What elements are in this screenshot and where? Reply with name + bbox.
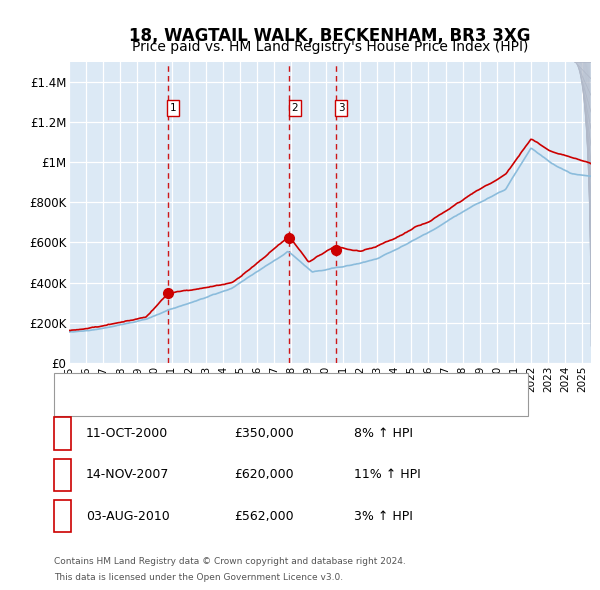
Text: 18, WAGTAIL WALK, BECKENHAM, BR3 3XG (detached house): 18, WAGTAIL WALK, BECKENHAM, BR3 3XG (de… (98, 380, 439, 390)
Text: Price paid vs. HM Land Registry's House Price Index (HPI): Price paid vs. HM Land Registry's House … (132, 40, 528, 54)
Text: 1: 1 (170, 103, 176, 113)
Text: 18, WAGTAIL WALK, BECKENHAM, BR3 3XG: 18, WAGTAIL WALK, BECKENHAM, BR3 3XG (129, 27, 531, 45)
Text: HPI: Average price, detached house, Bromley: HPI: Average price, detached house, Brom… (98, 399, 350, 409)
Text: £562,000: £562,000 (234, 510, 293, 523)
Text: 2: 2 (58, 468, 67, 481)
Text: Contains HM Land Registry data © Crown copyright and database right 2024.: Contains HM Land Registry data © Crown c… (54, 557, 406, 566)
Text: 8% ↑ HPI: 8% ↑ HPI (354, 427, 413, 440)
Text: 11% ↑ HPI: 11% ↑ HPI (354, 468, 421, 481)
Text: 1: 1 (58, 427, 67, 440)
Text: 03-AUG-2010: 03-AUG-2010 (86, 510, 170, 523)
Text: This data is licensed under the Open Government Licence v3.0.: This data is licensed under the Open Gov… (54, 572, 343, 582)
Text: £350,000: £350,000 (234, 427, 294, 440)
Text: 2: 2 (292, 103, 298, 113)
Text: 3: 3 (338, 103, 344, 113)
Text: 3% ↑ HPI: 3% ↑ HPI (354, 510, 413, 523)
Text: 11-OCT-2000: 11-OCT-2000 (86, 427, 168, 440)
Text: 14-NOV-2007: 14-NOV-2007 (86, 468, 169, 481)
Text: 3: 3 (58, 510, 67, 523)
Text: £620,000: £620,000 (234, 468, 293, 481)
